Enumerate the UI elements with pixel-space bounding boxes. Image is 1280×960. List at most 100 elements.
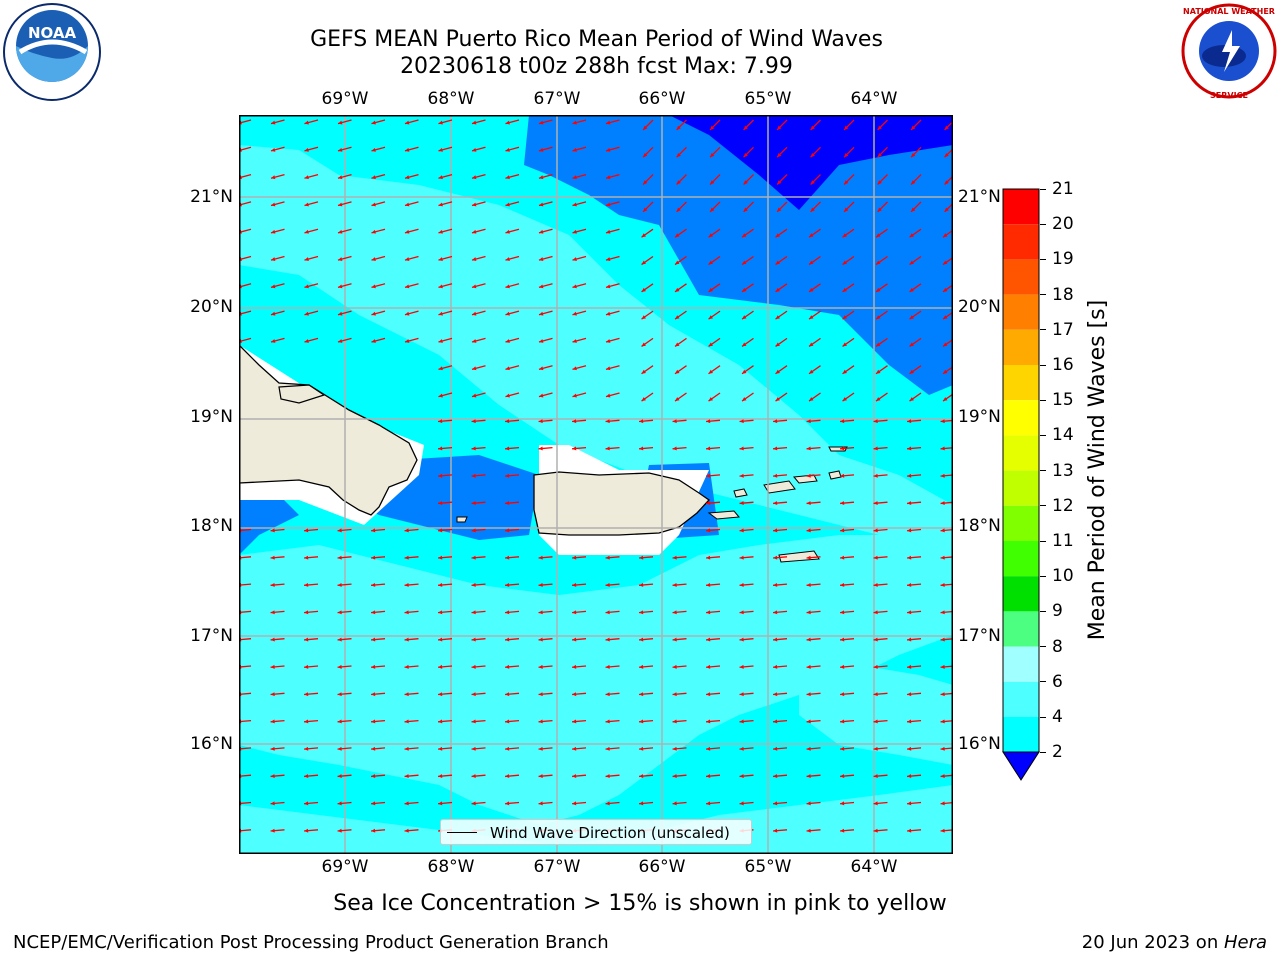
colorbar-tick-label: 12 [1052, 495, 1074, 516]
colorbar-tick-label: 19 [1052, 249, 1074, 270]
wave-direction-arrowhead [572, 801, 577, 806]
wave-direction-arrowhead [404, 202, 410, 207]
wave-direction-arrowhead [471, 801, 476, 806]
wave-direction-arrowhead [840, 692, 845, 697]
wave-direction-arrowhead [572, 393, 577, 398]
wave-direction-arrowhead [876, 397, 881, 402]
wave-direction-arrowhead [909, 342, 914, 347]
wave-direction-arrowhead [840, 473, 845, 478]
wave-direction-arrowhead [605, 257, 611, 261]
wave-direction-arrowhead [743, 180, 748, 185]
wave-direction-arrowhead [505, 366, 510, 371]
wave-direction-arrowhead [876, 369, 881, 374]
colorbar-tick-label: 15 [1052, 390, 1074, 411]
wave-direction-arrowhead [739, 610, 744, 615]
wave-direction-arrowhead [710, 180, 715, 185]
wave-direction-arrowhead [840, 828, 845, 833]
wave-direction-arrowhead [675, 260, 680, 265]
wave-direction-arrowhead [404, 637, 409, 642]
wave-direction-arrowhead [909, 287, 914, 292]
wave-direction-arrowhead [304, 284, 309, 289]
wave-direction-arrowhead [337, 284, 343, 289]
wave-direction-arrowhead [943, 397, 948, 402]
wave-direction-arrowhead [304, 175, 309, 180]
wave-direction-arrowhead [438, 120, 443, 125]
wave-direction-arrowhead [371, 120, 376, 125]
colorbar-segment [1003, 259, 1039, 295]
lat-label-left: 16°N [190, 734, 233, 754]
wave-direction-arrowhead [643, 152, 648, 158]
wave-direction-arrowhead [877, 125, 882, 130]
colorbar-segment [1003, 681, 1039, 717]
wave-direction-arrowhead [304, 147, 309, 152]
wave-direction-arrowhead [404, 801, 409, 806]
wave-direction-arrowhead [270, 147, 276, 152]
wave-direction-arrowhead [840, 719, 845, 724]
colorbar-segment [1003, 541, 1039, 577]
wave-direction-arrowhead [940, 774, 945, 779]
wave-direction-arrowhead [907, 555, 912, 560]
wave-direction-arrowhead [438, 175, 443, 180]
colorbar-segment [1003, 646, 1039, 682]
wave-direction-arrowhead [304, 746, 309, 751]
wave-direction-arrowhead [605, 583, 610, 587]
wave-direction-arrowhead [907, 664, 912, 669]
wave-direction-arrowhead [706, 610, 711, 615]
chart-subtitle: 20230618 t00z 288h fcst Max: 7.99 [400, 54, 793, 79]
colorbar-tick-label: 6 [1052, 671, 1063, 692]
wave-direction-arrowhead [773, 692, 778, 697]
wave-direction-arrowhead [605, 175, 611, 180]
colorbar-tick-mark [1040, 575, 1046, 577]
wave-direction-arrowhead [471, 175, 477, 180]
wave-direction-arrowhead [270, 555, 275, 560]
wave-direction-arrowhead [907, 583, 912, 587]
wave-direction-arrowhead [675, 397, 680, 402]
wave-direction-arrowhead [944, 125, 949, 130]
wave-direction-arrowhead [605, 311, 611, 316]
wave-direction-arrowhead [876, 342, 881, 347]
wave-direction-arrowhead [706, 501, 711, 506]
colorbar-tick-mark [1040, 751, 1046, 753]
wave-direction-arrowhead [270, 120, 276, 125]
wave-direction-arrowhead [538, 692, 543, 697]
wave-direction-arrowhead [641, 287, 646, 292]
wave-direction-arrowhead [672, 801, 677, 806]
colorbar-tick-label: 20 [1052, 214, 1074, 235]
wave-direction-arrowhead [371, 637, 376, 642]
wave-direction-arrowhead [739, 501, 744, 506]
wave-direction-arrowhead [777, 180, 782, 185]
wave-direction-arrowhead [337, 801, 342, 806]
wave-direction-arrowhead [675, 315, 680, 320]
colorbar-tick-mark [1040, 399, 1046, 401]
wave-direction-arrowhead [806, 692, 811, 697]
wave-direction-arrowhead [641, 233, 646, 238]
wave-direction-arrowhead [505, 311, 510, 316]
wave-direction-arrowhead [304, 528, 309, 533]
lat-label-right: 21°N [958, 187, 1001, 207]
wave-direction-arrowhead [404, 583, 409, 587]
wave-direction-arrowhead [538, 339, 544, 343]
wave-direction-arrowhead [270, 175, 276, 180]
lon-label-bottom: 66°W [638, 857, 686, 877]
wave-direction-arrowhead [639, 637, 644, 642]
wave-direction-arrowhead [304, 801, 309, 806]
wave-direction-arrowhead [438, 202, 443, 207]
wave-direction-arrowhead [404, 175, 410, 180]
wave-direction-arrowhead [806, 774, 811, 779]
wave-direction-arrowhead [572, 339, 577, 343]
lon-label-bottom: 69°W [321, 857, 369, 877]
wave-direction-arrowhead [643, 125, 648, 130]
wave-direction-arrowhead [773, 446, 778, 451]
wave-direction-arrowhead [471, 528, 476, 533]
wave-direction-arrowhead [706, 719, 711, 724]
wave-direction-arrowhead [505, 147, 510, 152]
wave-direction-arrowhead [505, 339, 510, 343]
wave-direction-arrowhead [672, 746, 677, 751]
wave-direction-arrowhead [304, 229, 309, 234]
wave-direction-arrowhead [538, 229, 544, 234]
wave-direction-arrowhead [605, 610, 610, 615]
wave-direction-arrowhead [944, 207, 949, 212]
wave-direction-arrowhead [438, 311, 443, 316]
wave-direction-arrowhead [270, 801, 275, 806]
wave-direction-arrowhead [438, 555, 443, 560]
